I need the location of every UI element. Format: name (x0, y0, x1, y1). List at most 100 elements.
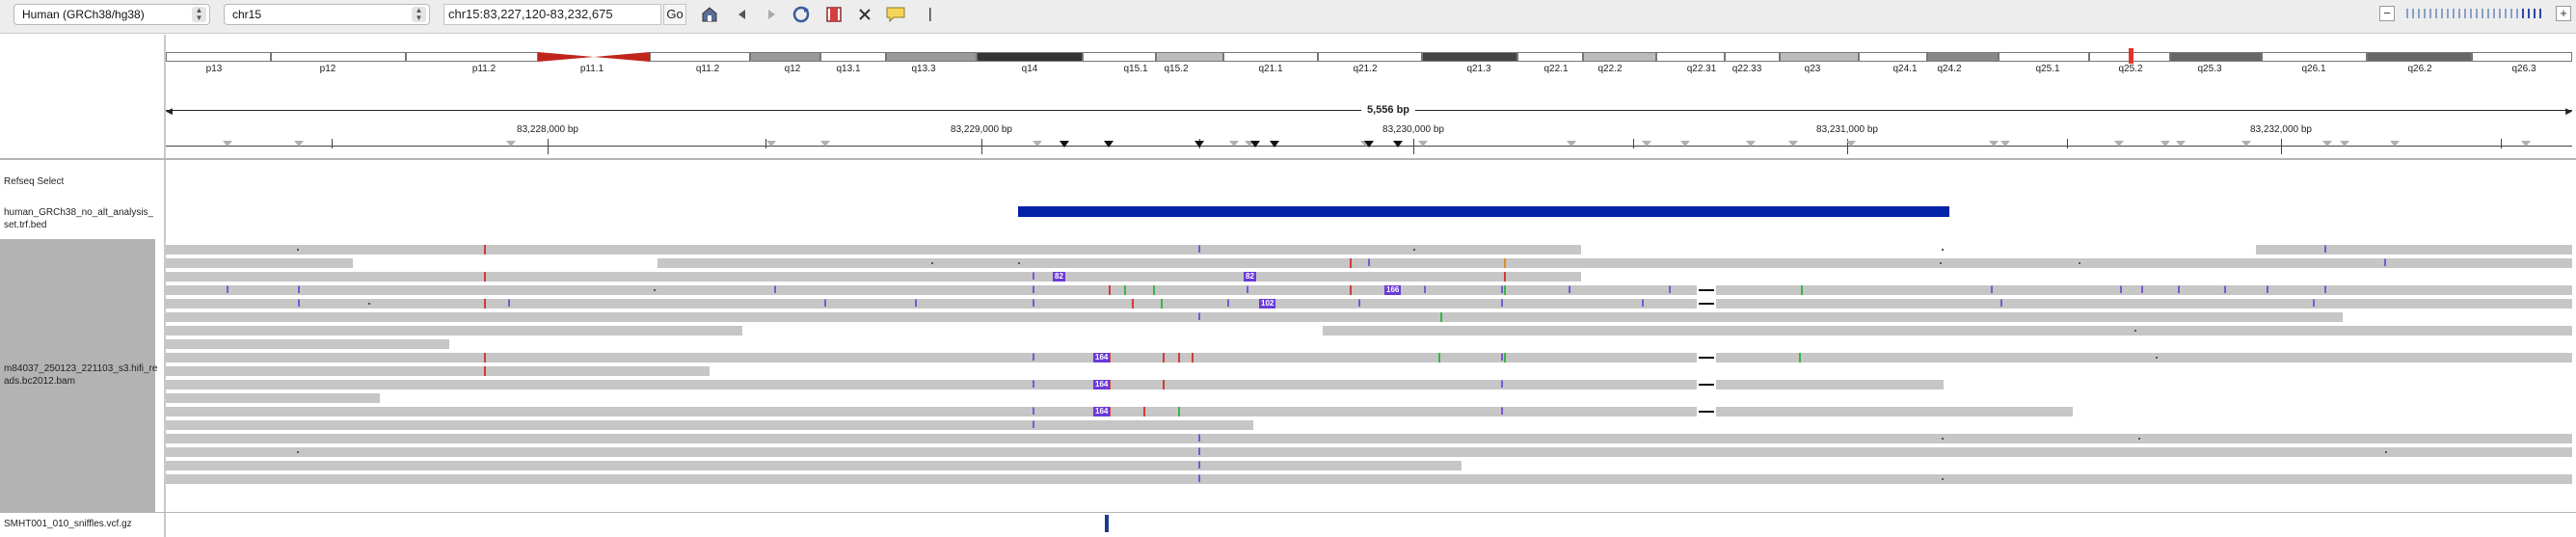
insertion-marker[interactable]: I (1197, 473, 1201, 485)
alignment-read[interactable] (1716, 407, 2073, 416)
insertion-marker[interactable]: I (1367, 257, 1371, 269)
insertion-marker[interactable]: I (226, 284, 229, 296)
alignment-read[interactable] (1716, 380, 1944, 389)
alignment-read[interactable] (166, 447, 2572, 457)
panel-divider[interactable] (164, 35, 166, 537)
alignment-read[interactable] (1323, 326, 2572, 336)
alignment-read[interactable] (1716, 353, 2572, 362)
alignment-read[interactable] (166, 272, 1581, 282)
alignment-read[interactable] (1716, 285, 2572, 295)
insertion-marker[interactable]: I (2323, 244, 2327, 255)
alignment-read[interactable] (1716, 299, 2572, 309)
insertion-size-label[interactable]: 164 (1093, 407, 1111, 416)
insertion-marker[interactable]: I (1500, 284, 1504, 296)
alignment-read[interactable] (166, 434, 2572, 443)
alignment-read[interactable] (166, 393, 380, 403)
insertion-marker[interactable]: I (1197, 460, 1201, 471)
insertion-marker[interactable]: I (1032, 379, 1035, 390)
chromosome-ideogram[interactable] (166, 48, 2572, 64)
alignment-read[interactable] (166, 312, 2343, 322)
insertion-marker[interactable]: I (1500, 352, 1504, 363)
close-icon[interactable] (854, 5, 875, 26)
insertion-marker[interactable]: I (2323, 284, 2327, 296)
alignment-read[interactable] (166, 339, 449, 349)
insertion-marker[interactable]: I (1500, 379, 1504, 390)
alignment-read[interactable] (166, 299, 1697, 309)
insertion-marker[interactable]: I (1197, 446, 1201, 458)
alignment-read[interactable] (166, 407, 1697, 416)
track-name-refseq[interactable]: Refseq Select (4, 176, 65, 187)
insertion-marker[interactable]: I (1032, 284, 1035, 296)
alignment-read[interactable] (166, 366, 710, 376)
alignment-read[interactable] (166, 461, 1462, 470)
insertion-marker[interactable]: I (1500, 406, 1504, 417)
insertion-marker[interactable]: I (1032, 352, 1035, 363)
insertion-marker[interactable]: I (1357, 298, 1361, 309)
ruler-line-icon[interactable] (920, 5, 941, 26)
vcf-variant[interactable] (1105, 515, 1109, 532)
insertion-marker[interactable]: I (2266, 284, 2269, 296)
alignment-read[interactable] (166, 474, 2572, 484)
alignment-read[interactable] (166, 245, 1581, 255)
insertion-size-label[interactable]: 82 (1053, 272, 1065, 282)
roi-icon[interactable] (823, 5, 845, 26)
insertion-marker[interactable]: I (1568, 284, 1571, 296)
insertion-marker[interactable]: I (1999, 298, 2003, 309)
insertion-marker[interactable]: I (2312, 298, 2316, 309)
genome-select[interactable]: Human (GRCh38/hg38) ▲ ▼ (13, 4, 210, 25)
alignment-read[interactable] (657, 258, 2572, 268)
insertion-marker[interactable]: I (1032, 419, 1035, 431)
insertion-marker[interactable]: I (1032, 406, 1035, 417)
bed-feature[interactable] (1018, 206, 1949, 217)
ruler[interactable]: ◀ ▶ 5,556 bp 83,228,000 bp 83,229,000 bp 8… (166, 104, 2572, 162)
alignment-read[interactable] (166, 326, 742, 336)
zoom-in-button[interactable]: + (2556, 6, 2571, 21)
insertion-marker[interactable]: I (2140, 284, 2144, 296)
home-icon[interactable] (699, 5, 720, 26)
zoom-control[interactable]: − + (2379, 6, 2572, 23)
insertion-marker[interactable]: I (2223, 284, 2227, 296)
insertion-marker[interactable]: I (1226, 298, 1230, 309)
insertion-marker[interactable]: I (2177, 284, 2181, 296)
insertion-size-label[interactable]: 102 (1259, 299, 1276, 309)
popup-text-icon[interactable] (885, 5, 906, 26)
insertion-marker[interactable]: I (297, 298, 301, 309)
insertion-marker[interactable]: I (1197, 244, 1201, 255)
alignment-read[interactable] (166, 285, 1697, 295)
back-icon[interactable] (731, 5, 752, 26)
insertion-marker[interactable]: I (1423, 284, 1427, 296)
insertion-marker[interactable]: I (773, 284, 777, 296)
insertion-marker[interactable]: I (1500, 298, 1504, 309)
track-name-bam[interactable]: m84037_250123_221103_s3.hifi_reads.bc201… (4, 363, 158, 387)
insertion-size-label[interactable]: 164 (1093, 380, 1111, 389)
insertion-size-label[interactable]: 82 (1244, 272, 1256, 282)
insertion-marker[interactable]: I (1032, 298, 1035, 309)
alignment-read[interactable] (2256, 245, 2572, 255)
go-button[interactable]: Go (663, 4, 686, 25)
insertion-marker[interactable]: I (2383, 257, 2387, 269)
forward-icon[interactable] (762, 5, 783, 26)
zoom-out-button[interactable]: − (2379, 6, 2395, 21)
alignment-read[interactable] (166, 380, 1697, 389)
insertion-marker[interactable]: I (1990, 284, 1994, 296)
chromosome-select[interactable]: chr15 ▲ ▼ (224, 4, 430, 25)
insertion-marker[interactable]: I (1641, 298, 1645, 309)
insertion-size-label[interactable]: 166 (1384, 285, 1402, 295)
insertion-marker[interactable]: I (507, 298, 511, 309)
insertion-marker[interactable]: I (1246, 284, 1249, 296)
insertion-marker[interactable]: I (1032, 271, 1035, 282)
insertion-marker[interactable]: I (2119, 284, 2123, 296)
track-name-bed[interactable]: human_GRCh38_no_alt_analysis_set.trf.bed (4, 207, 154, 230)
alignment-read[interactable] (166, 353, 1697, 362)
insertion-size-label[interactable]: 164 (1093, 353, 1111, 362)
insertion-marker[interactable]: I (823, 298, 827, 309)
insertion-marker[interactable]: I (1197, 433, 1201, 444)
alignment-read[interactable] (166, 258, 353, 268)
insertion-marker[interactable]: I (1668, 284, 1672, 296)
track-name-vcf[interactable]: SMHT001_010_sniffles.vcf.gz (4, 519, 132, 529)
locus-input[interactable]: chr15:83,227,120-83,232,675 (443, 4, 661, 25)
insertion-marker[interactable]: I (914, 298, 918, 309)
insertion-marker[interactable]: I (297, 284, 301, 296)
insertion-marker[interactable]: I (1197, 311, 1201, 323)
refresh-icon[interactable] (791, 5, 812, 26)
